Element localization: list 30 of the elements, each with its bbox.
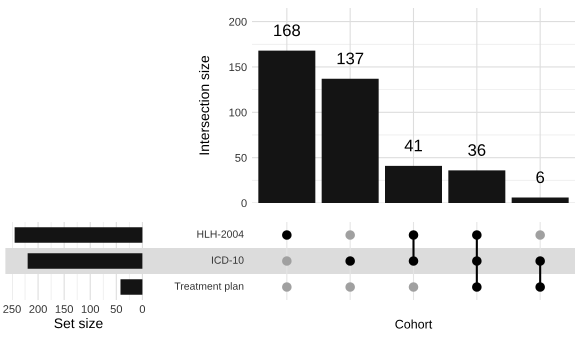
bar — [258, 50, 316, 203]
data-label: 168 — [274, 24, 300, 36]
y-tick-label: ICD-10 — [212, 256, 244, 264]
x-tick-label: 100 — [82, 305, 100, 314]
y-tick-label: HLH-2004 — [197, 230, 244, 238]
x-axis-title: Cohort — [395, 319, 432, 329]
x-tick-label: 150 — [56, 305, 73, 314]
bar — [385, 166, 442, 203]
bar — [28, 253, 142, 269]
bar — [448, 170, 506, 203]
x-tick-label: 250 — [3, 305, 21, 314]
y-tick-label: 200 — [229, 18, 247, 26]
data-label: 137 — [338, 52, 364, 64]
y-tick-label: 150 — [229, 63, 247, 72]
x-tick-label: 50 — [110, 305, 122, 314]
x-axis-title: Set size — [54, 318, 103, 328]
y-tick-label: 100 — [229, 108, 247, 116]
data-label: 6 — [536, 171, 544, 184]
x-tick-label: 200 — [29, 305, 47, 314]
bar — [322, 78, 379, 203]
data-label: 36 — [468, 144, 486, 156]
data-label: 41 — [404, 140, 422, 152]
y-tick-label: 0 — [241, 199, 247, 208]
bar — [512, 198, 569, 203]
bar — [120, 279, 142, 295]
y-axis-title: Intersection size — [198, 56, 210, 154]
y-tick-label: 50 — [235, 154, 247, 162]
y-tick-label: Treatment plan — [174, 282, 244, 292]
x-tick-label: 0 — [140, 305, 146, 314]
bar — [14, 227, 142, 243]
